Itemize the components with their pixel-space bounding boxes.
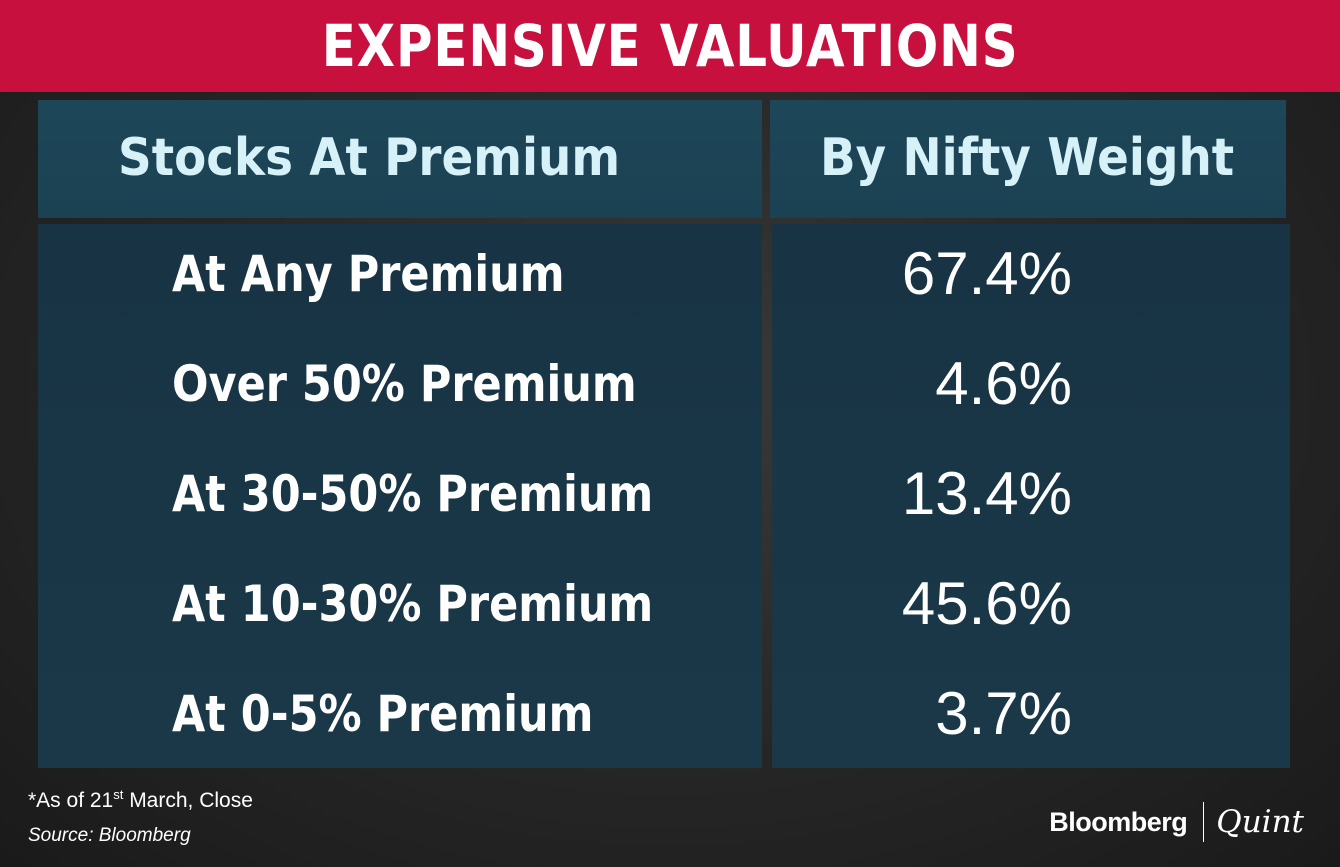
table-body-categories: At Any Premium Over 50% Premium At 30-50…: [38, 224, 762, 768]
row-label-any-premium: At Any Premium: [172, 245, 565, 303]
row-label-over-50: Over 50% Premium: [172, 355, 637, 413]
row-value-over-50: 4.6%: [935, 350, 1072, 417]
source-note: Source: Bloomberg: [28, 825, 191, 846]
column-header-stocks: Stocks At Premium: [38, 100, 762, 218]
row-value-10-30: 45.6%: [901, 570, 1072, 637]
column-header-label: Stocks At Premium: [118, 128, 621, 188]
row-value-0-5: 3.7%: [935, 680, 1072, 747]
logo-quint: Quint: [1216, 804, 1304, 840]
column-header-weight: By Nifty Weight: [770, 100, 1286, 218]
row-label-10-30: At 10-30% Premium: [172, 575, 654, 633]
row-value-any-premium: 67.4%: [901, 240, 1072, 307]
row-label-0-5: At 0-5% Premium: [172, 685, 594, 743]
column-header-label: By Nifty Weight: [819, 128, 1234, 188]
header-banner: EXPENSIVE VALUATIONS: [0, 0, 1340, 92]
logo-bloomberg: Bloomberg: [1049, 806, 1188, 837]
table-body-values: 67.4% 4.6% 13.4% 45.6% 3.7%: [772, 224, 1290, 768]
footnote-prefix: *As of 21: [28, 789, 114, 812]
chart-title: EXPENSIVE VALUATIONS: [321, 12, 1019, 80]
bloombergquint-logo: Bloomberg Quint: [1049, 800, 1304, 844]
footnote: *As of 21st March, Close: [28, 788, 253, 814]
row-label-30-50: At 30-50% Premium: [172, 465, 654, 523]
logo-divider: [1203, 802, 1205, 842]
footnote-ordinal: st: [113, 787, 124, 802]
row-value-30-50: 13.4%: [901, 460, 1072, 527]
footnote-suffix: March, Close: [123, 789, 253, 812]
